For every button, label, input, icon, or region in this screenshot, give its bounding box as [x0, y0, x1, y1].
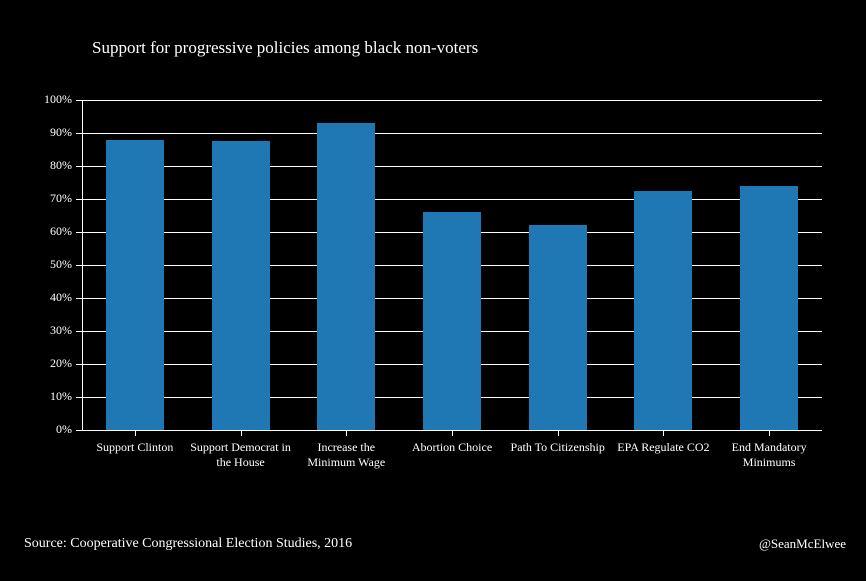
y-axis-label: 0% [30, 422, 72, 437]
x-axis-label: Increase the Minimum Wage [295, 440, 397, 470]
x-tick [135, 430, 136, 436]
gridline [82, 199, 822, 200]
x-axis-label: End Mandatory Minimums [718, 440, 820, 470]
x-axis-label: Support Democrat in the House [190, 440, 292, 470]
y-axis-label: 60% [30, 224, 72, 239]
x-tick [663, 430, 664, 436]
gridline [82, 166, 822, 167]
y-axis-label: 50% [30, 257, 72, 272]
x-tick [558, 430, 559, 436]
y-axis-label: 40% [30, 290, 72, 305]
y-axis-label: 80% [30, 158, 72, 173]
x-tick [769, 430, 770, 436]
bar [634, 191, 692, 430]
attribution-text: @SeanMcElwee [759, 536, 846, 552]
x-axis-label: Path To Citizenship [507, 440, 609, 455]
y-axis-label: 100% [30, 92, 72, 107]
x-tick [241, 430, 242, 436]
y-axis-label: 30% [30, 323, 72, 338]
chart-container: Support for progressive policies among b… [0, 0, 866, 581]
x-tick [452, 430, 453, 436]
y-axis-label: 20% [30, 356, 72, 371]
y-axis-label: 10% [30, 389, 72, 404]
x-tick [346, 430, 347, 436]
bar [529, 225, 587, 430]
y-axis-label: 90% [30, 125, 72, 140]
y-axis-label: 70% [30, 191, 72, 206]
bar [317, 123, 375, 430]
y-tick [76, 430, 82, 431]
gridline [82, 100, 822, 101]
x-axis-label: EPA Regulate CO2 [613, 440, 715, 455]
y-axis [82, 100, 83, 430]
x-axis-label: Support Clinton [84, 440, 186, 455]
bar [740, 186, 798, 430]
chart-title: Support for progressive policies among b… [92, 38, 478, 58]
plot-area: 0%10%20%30%40%50%60%70%80%90%100%Support… [82, 100, 822, 430]
bar [212, 141, 270, 430]
gridline [82, 133, 822, 134]
bar [423, 212, 481, 430]
bar [106, 140, 164, 430]
x-axis-label: Abortion Choice [401, 440, 503, 455]
source-text: Source: Cooperative Congressional Electi… [24, 536, 352, 552]
